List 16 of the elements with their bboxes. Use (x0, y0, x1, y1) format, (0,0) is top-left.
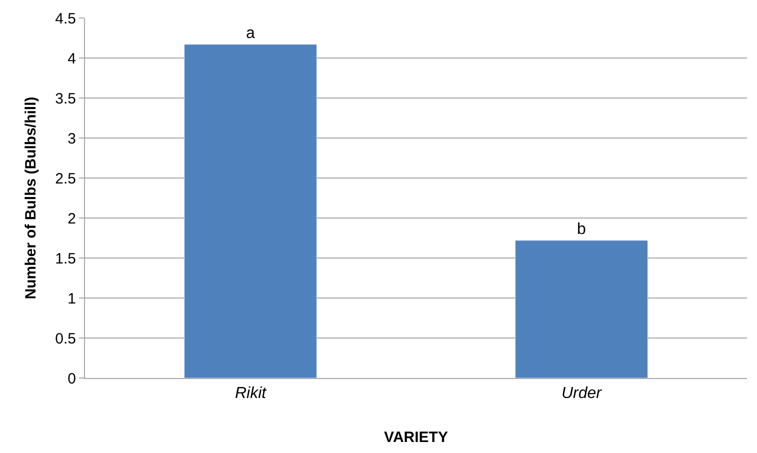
x-axis-title: VARIETY (384, 429, 448, 446)
y-tick-label: 2.5 (55, 170, 76, 188)
y-tick-label: 0.5 (55, 330, 76, 348)
x-tick-label: Urder (561, 385, 602, 402)
x-tick-label: Rikit (234, 385, 267, 402)
y-tick-label: 2 (68, 210, 76, 228)
annotation: a (246, 25, 255, 42)
y-tick-label: 4.5 (55, 10, 76, 28)
y-axis-title: Number of Bulbs (Bulbs/hill) (22, 96, 40, 300)
y-tick-label: 3.5 (55, 90, 76, 108)
y-tick-label: 1.5 (55, 250, 76, 268)
y-tick-label: 4 (68, 50, 76, 68)
y-tick-label: 0 (68, 370, 76, 388)
annotation: b (577, 221, 586, 238)
y-tick-label: 1 (68, 290, 76, 308)
y-tick-label: 3 (68, 130, 76, 148)
